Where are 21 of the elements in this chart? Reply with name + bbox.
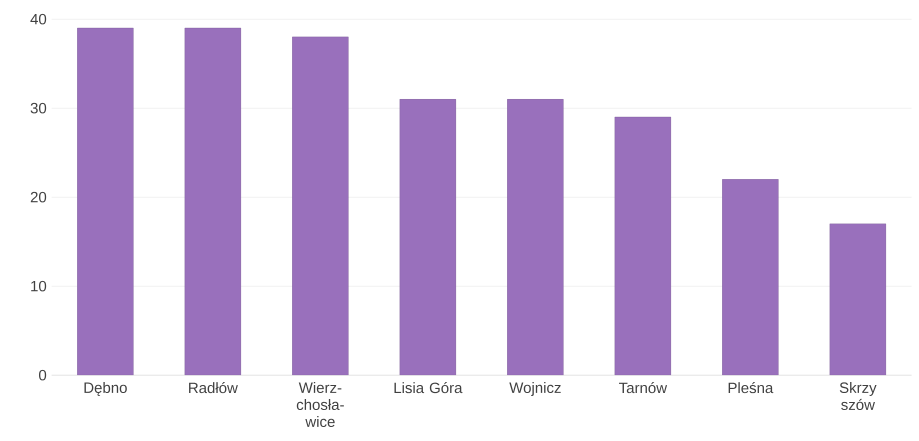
x-tick-label: Skrzy szów <box>840 382 877 410</box>
x-tick-label: Tarnów <box>619 382 668 394</box>
bar <box>614 116 672 376</box>
x-tick-label: Radłów <box>189 382 238 394</box>
x-tick-label: Wierz- chosła- wice <box>296 382 344 427</box>
y-tick-label: 10 <box>31 280 46 292</box>
x-tick-label: Pleśna <box>728 382 774 394</box>
y-tick-label: 30 <box>30 102 46 114</box>
bar <box>830 224 886 376</box>
y-tick-label: 0 <box>38 370 46 380</box>
bar <box>292 36 349 376</box>
y-tick-label: 40 <box>30 14 46 24</box>
bar <box>77 28 134 376</box>
x-tick-label: Lisia Góra <box>394 382 462 394</box>
x-tick-label: Dębno <box>84 382 127 396</box>
bar <box>184 28 242 376</box>
y-tick-label: 20 <box>30 192 46 202</box>
bar <box>722 179 779 376</box>
x-tick-label: Wojnicz <box>509 382 561 396</box>
bar <box>400 99 456 376</box>
bar <box>507 99 564 376</box>
